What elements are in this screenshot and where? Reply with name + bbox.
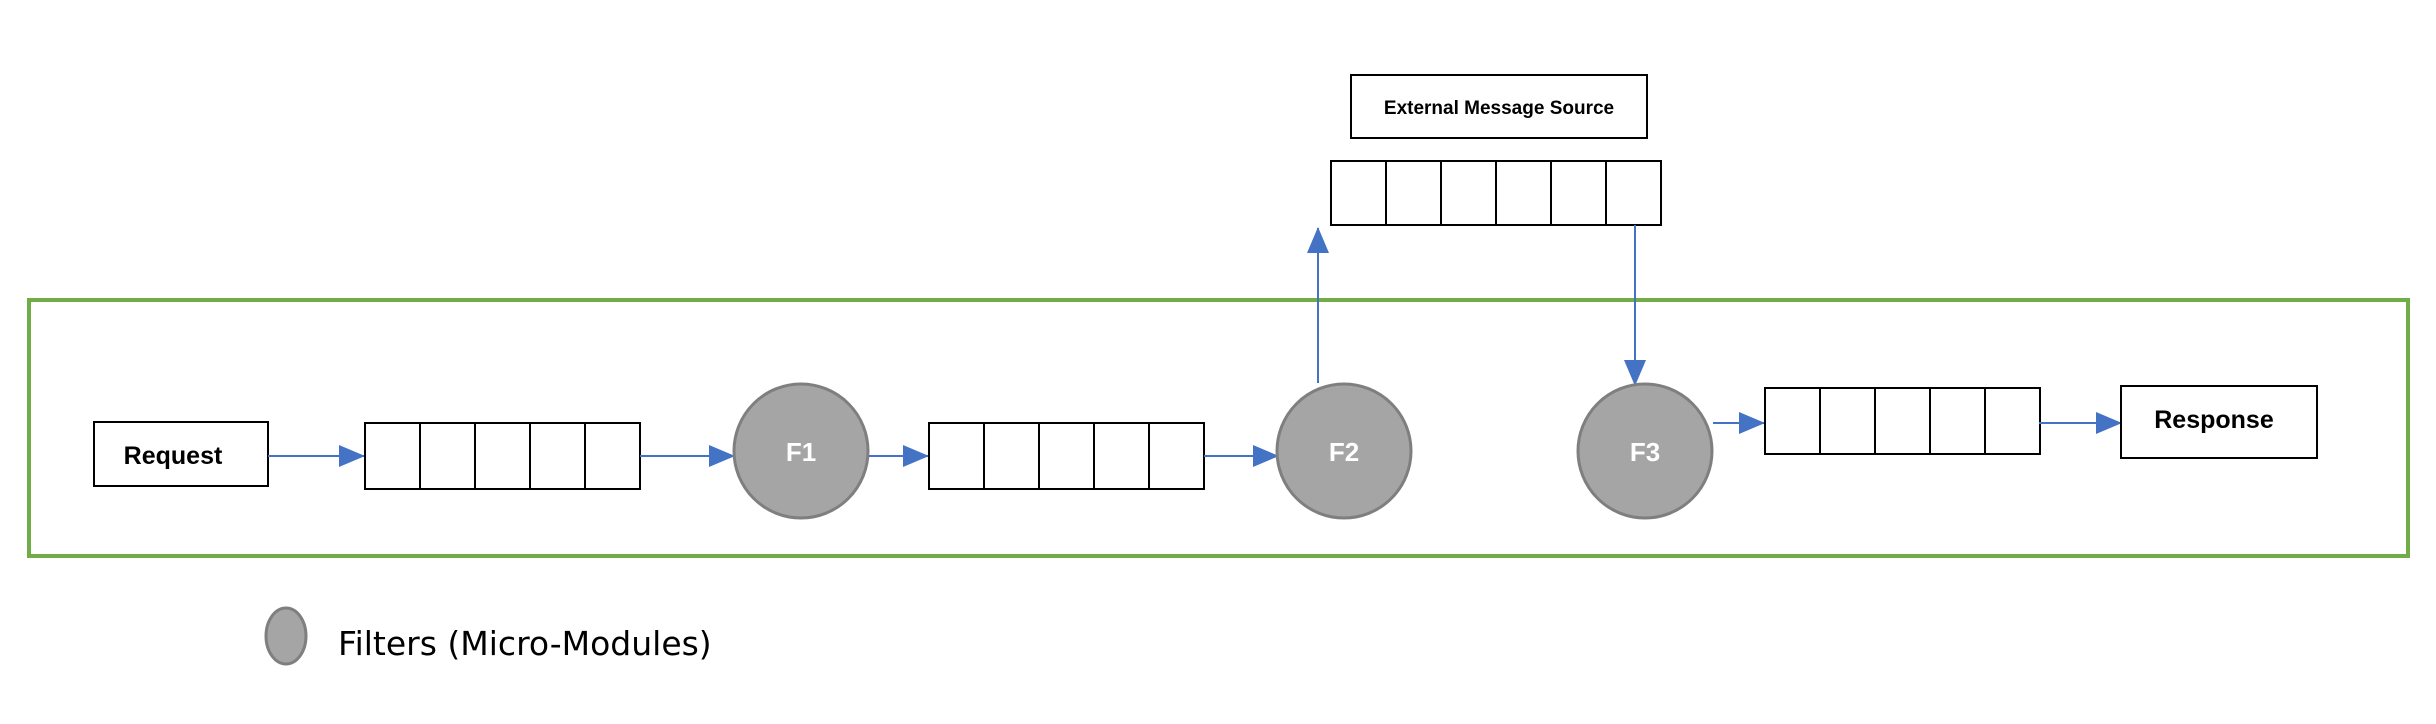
queue1-cell (419, 422, 476, 490)
queue2-cell (983, 422, 1040, 490)
queue3-cell (1819, 387, 1876, 455)
response-label: Response (2154, 406, 2274, 434)
queue1-cell (584, 422, 641, 490)
queue1-cell (364, 422, 421, 490)
queue-external-cell (1440, 160, 1497, 226)
queue-external-cell (1330, 160, 1387, 226)
filter-circle-icon (264, 606, 308, 666)
system-boundary (27, 298, 2410, 558)
legend: Filters (Micro-Modules) (264, 606, 712, 666)
external-message-source-box: External Message Source (1350, 74, 1648, 139)
queue2-cell (1148, 422, 1205, 490)
queue-external-cell (1495, 160, 1552, 226)
filter-f1: F1 (732, 382, 870, 520)
queue3-cell (1874, 387, 1931, 455)
queue3-cell (1929, 387, 1986, 455)
external-queue (1330, 160, 1662, 226)
queue3-cell (1764, 387, 1821, 455)
filter-f1-label: F1 (786, 437, 816, 467)
legend-label: Filters (Micro-Modules) (338, 624, 712, 663)
queue-external-cell (1550, 160, 1607, 226)
queue-3 (1764, 387, 2041, 455)
queue-external-cell (1605, 160, 1662, 226)
filter-f3-label: F3 (1630, 437, 1660, 467)
queue-2 (928, 422, 1205, 490)
filter-f3: F3 (1576, 382, 1714, 520)
external-message-source-label: External Message Source (1384, 98, 1614, 119)
request-label: Request (124, 442, 223, 470)
queue2-cell (928, 422, 985, 490)
response-box: Response (2120, 385, 2318, 459)
queue2-cell (1038, 422, 1095, 490)
queue3-cell (1984, 387, 2041, 455)
queue2-cell (1093, 422, 1150, 490)
queue-external-cell (1385, 160, 1442, 226)
queue1-cell (529, 422, 586, 490)
filter-f2: F2 (1275, 382, 1413, 520)
filter-f2-label: F2 (1329, 437, 1359, 467)
queue-1 (364, 422, 641, 490)
queue1-cell (474, 422, 531, 490)
request-box: Request (93, 421, 269, 487)
